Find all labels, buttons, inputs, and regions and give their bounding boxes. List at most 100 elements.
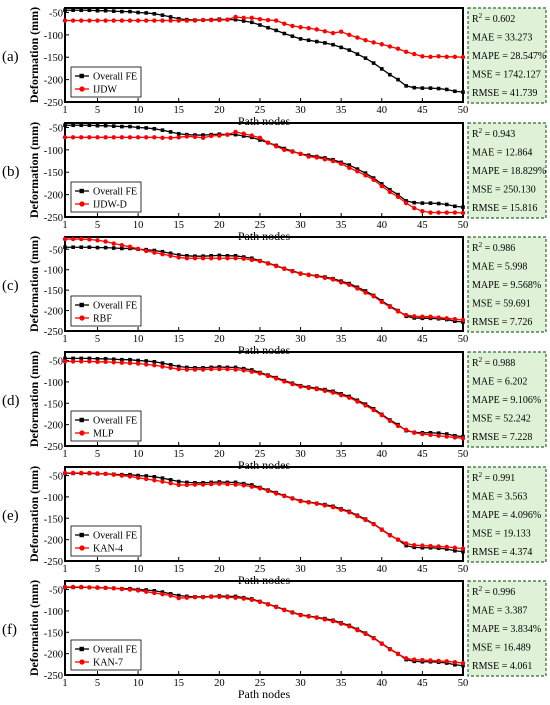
data-point <box>436 433 441 438</box>
data-point <box>95 18 100 23</box>
panel-label: (e) <box>2 508 19 524</box>
panel-label: (d) <box>2 393 20 409</box>
data-point <box>460 210 466 216</box>
data-point <box>176 135 181 140</box>
data-point <box>322 157 328 162</box>
data-point <box>420 431 425 437</box>
data-point <box>79 470 84 476</box>
data-point <box>119 242 125 248</box>
data-point <box>355 513 360 519</box>
data-point <box>388 187 392 192</box>
plot-frame <box>64 466 464 562</box>
data-point <box>363 631 368 637</box>
data-point <box>79 123 84 128</box>
data-point <box>119 18 125 23</box>
data-point <box>111 124 116 128</box>
data-point <box>144 474 149 478</box>
data-point <box>306 25 311 31</box>
metric-mae: MAE = 5.998 <box>472 262 527 273</box>
legend: Overall FE RBF <box>70 295 142 327</box>
data-point <box>71 123 75 128</box>
data-point <box>265 488 271 494</box>
metric-r2: R2 = 0.943 <box>472 127 515 140</box>
data-point <box>396 192 400 197</box>
data-point <box>265 261 271 266</box>
data-point <box>298 384 303 389</box>
data-point <box>200 135 206 140</box>
data-point <box>209 481 214 487</box>
data-point <box>103 239 108 244</box>
data-point <box>241 131 246 136</box>
data-point <box>282 607 287 613</box>
x-tick-label: 45 <box>417 449 428 460</box>
data-point <box>217 133 222 138</box>
data-point <box>217 594 222 600</box>
x-tick-label: 50 <box>458 334 469 345</box>
data-point <box>395 309 401 314</box>
legend-label: Overall FE <box>93 301 137 312</box>
y-tick-label: -100 <box>44 378 63 389</box>
x-tick-label: 1 <box>62 105 67 116</box>
data-point <box>250 20 254 25</box>
data-point <box>306 38 311 43</box>
metrics-box: R2 = 0.996 MAE = 3.387 MAPE = 3.834% MSE = … <box>467 580 547 677</box>
y-axis-label: Deformation (mm) <box>27 466 41 562</box>
data-point <box>127 135 133 140</box>
data-point <box>387 44 393 49</box>
data-point <box>217 481 222 486</box>
data-point <box>120 246 124 251</box>
data-point <box>176 366 181 372</box>
data-point <box>176 482 181 488</box>
y-tick-label: -50 <box>49 245 63 256</box>
y-axis-label: Deformation (mm) <box>27 351 41 447</box>
metric-r2: R2 = 0.988 <box>472 356 515 369</box>
data-point <box>290 269 295 274</box>
data-point <box>265 602 271 607</box>
legend-label: KAN-4 <box>93 544 123 555</box>
data-point <box>298 271 303 276</box>
metric-mse: MSE = 250.130 <box>472 185 536 196</box>
data-point <box>103 135 108 140</box>
data-point <box>371 40 376 45</box>
data-point <box>330 30 336 36</box>
data-point <box>225 595 230 600</box>
data-point <box>298 151 303 157</box>
y-tick-label: -100 <box>44 607 63 618</box>
data-point <box>120 124 124 129</box>
y-tick-label: -250 <box>44 327 63 338</box>
x-tick-label: 10 <box>133 105 144 116</box>
legend-label: Overall FE <box>93 72 137 83</box>
metric-r2: R2 = 0.996 <box>472 585 515 598</box>
data-point <box>111 241 116 246</box>
data-point <box>282 493 287 499</box>
data-point <box>70 135 76 140</box>
plot-frame <box>64 236 464 332</box>
data-point <box>444 87 449 92</box>
data-point <box>62 236 68 242</box>
data-point <box>103 359 108 365</box>
x-tick-label: 20 <box>214 564 225 575</box>
data-point <box>200 367 206 372</box>
data-point <box>119 360 125 365</box>
metrics-box-frame <box>467 7 547 104</box>
data-point <box>70 470 76 476</box>
data-point <box>379 413 384 418</box>
data-point <box>363 38 368 43</box>
data-point <box>436 658 441 664</box>
y-tick-label: -250 <box>44 98 63 109</box>
data-point <box>257 16 263 22</box>
data-point <box>217 253 222 258</box>
data-point <box>95 359 100 365</box>
data-point <box>160 249 165 254</box>
legend-label: Overall FE <box>93 187 137 198</box>
data-point <box>257 258 263 264</box>
data-point <box>128 124 132 129</box>
data-point <box>200 256 206 261</box>
data-point <box>444 210 449 215</box>
y-tick-label: -50 <box>49 123 63 134</box>
data-point <box>273 263 279 269</box>
data-point <box>314 155 319 160</box>
data-point <box>306 272 311 278</box>
data-point <box>70 18 76 23</box>
y-tick-label: -250 <box>44 442 63 453</box>
